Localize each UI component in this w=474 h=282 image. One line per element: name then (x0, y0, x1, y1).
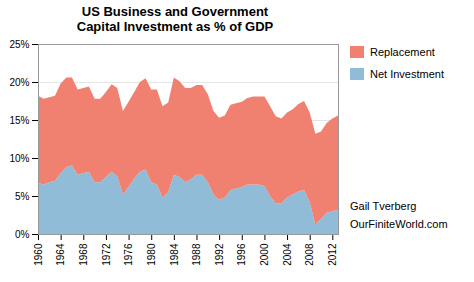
html-text:Replacement: Replacement (370, 46, 435, 58)
html-text:Gail Tverberg: Gail Tverberg (350, 200, 417, 212)
html-text:US Business and Government Cap: US Business and Government Capital Inves… (76, 4, 274, 34)
svg-text:20%: 20% (9, 77, 29, 88)
svg-text:1996: 1996 (236, 243, 247, 266)
svg-text:5%: 5% (15, 191, 30, 202)
svg-text:1988: 1988 (191, 243, 202, 266)
svg-text:1984: 1984 (169, 243, 180, 266)
html-text:OurFiniteWorld.com: OurFiniteWorld.com (350, 218, 448, 230)
svg-text:1992: 1992 (214, 243, 225, 266)
svg-text:1960: 1960 (33, 243, 44, 266)
svg-text:15%: 15% (9, 115, 29, 126)
svg-text:2004: 2004 (282, 243, 293, 266)
svg-text:1968: 1968 (78, 243, 89, 266)
svg-text:1976: 1976 (123, 243, 134, 266)
svg-text:10%: 10% (9, 153, 29, 164)
svg-text:2012: 2012 (327, 243, 338, 266)
html-text:Net Investment: Net Investment (370, 68, 444, 80)
svg-text:2008: 2008 (304, 243, 315, 266)
svg-text:1964: 1964 (55, 243, 66, 266)
svg-text:1972: 1972 (101, 243, 112, 266)
svg-text:2000: 2000 (259, 243, 270, 266)
svg-text:0%: 0% (15, 229, 30, 240)
svg-text:25%: 25% (9, 39, 29, 50)
svg-text:1980: 1980 (146, 243, 157, 266)
